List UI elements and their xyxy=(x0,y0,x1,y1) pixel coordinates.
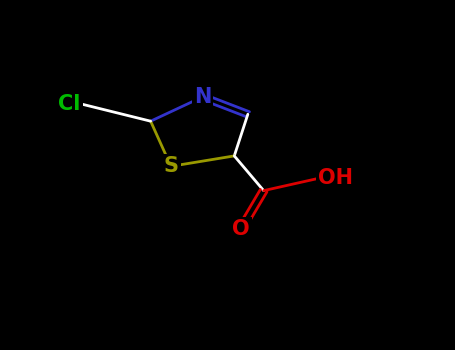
Text: OH: OH xyxy=(318,168,353,188)
Text: N: N xyxy=(194,87,211,107)
Text: S: S xyxy=(163,156,178,176)
Text: Cl: Cl xyxy=(58,94,81,114)
Text: O: O xyxy=(232,219,250,239)
